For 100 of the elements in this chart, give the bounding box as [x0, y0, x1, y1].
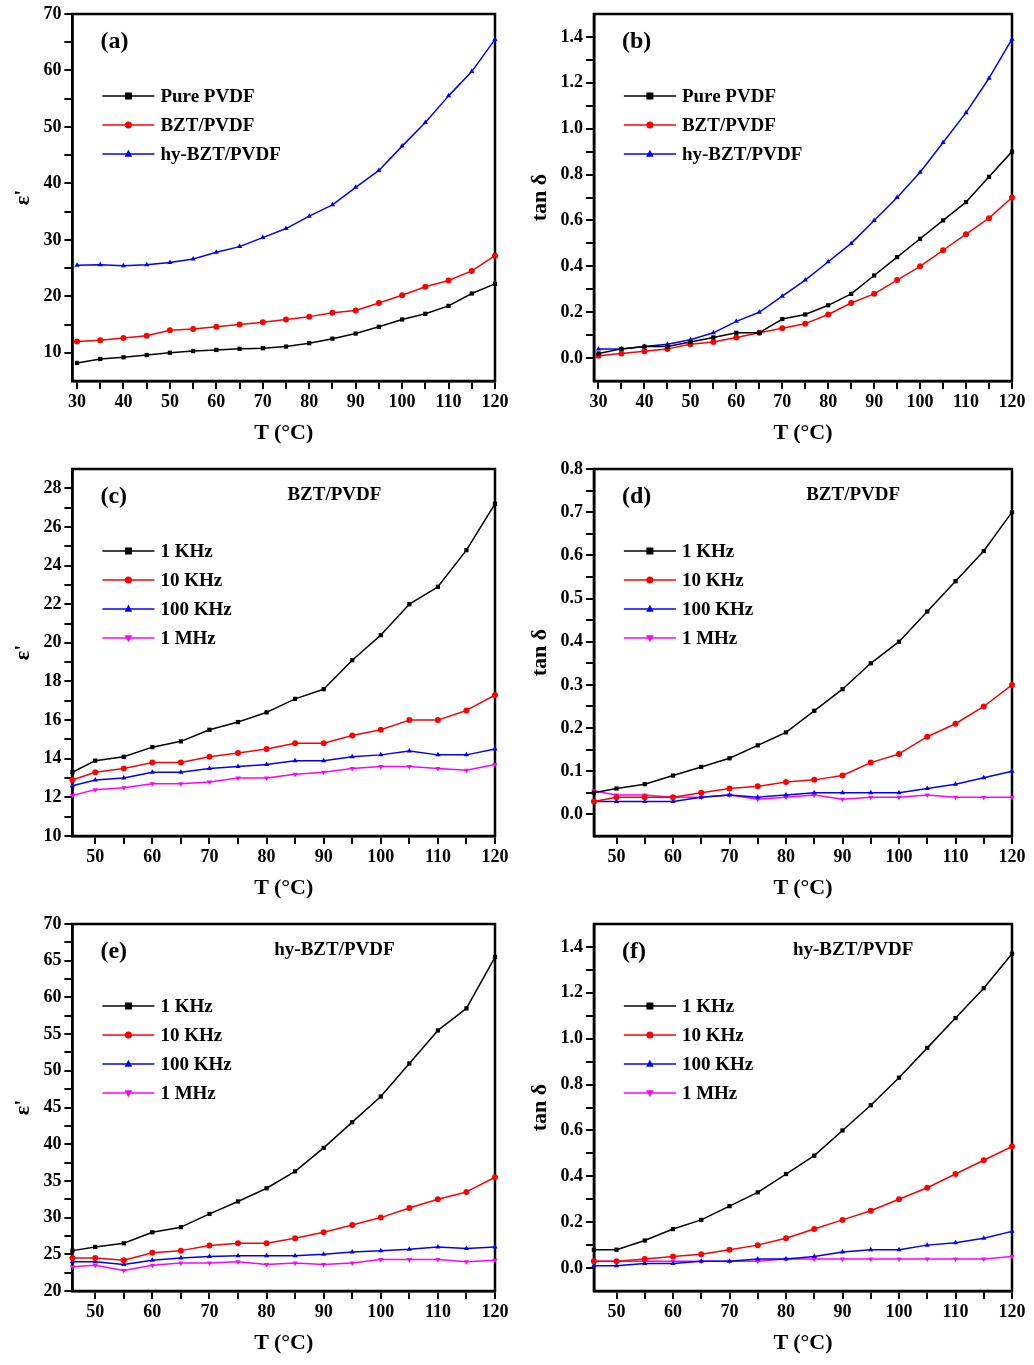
- y-tick-label: 35: [43, 1169, 62, 1190]
- x-tick-label: 90: [865, 391, 884, 412]
- x-axis-title: T (°C): [254, 1329, 314, 1355]
- legend-label: 1 MHz: [160, 1081, 217, 1103]
- y-tick-label: 18: [43, 670, 62, 691]
- x-tick-label: 50: [86, 1301, 105, 1322]
- y-tick-label: 65: [43, 949, 62, 970]
- y-tick-label: 30: [43, 228, 62, 249]
- y-tick-label: 1.4: [560, 25, 583, 46]
- annotation: BZT/PVDF: [806, 482, 901, 504]
- x-tick-label: 110: [942, 846, 969, 867]
- x-tick-label: 90: [346, 391, 365, 412]
- y-tick-label: 70: [43, 2, 62, 23]
- x-tick-label: 40: [114, 391, 133, 412]
- x-tick-label: 110: [942, 1301, 969, 1322]
- x-tick-label: 70: [253, 391, 272, 412]
- y-tick-label: 20: [43, 1279, 62, 1300]
- x-tick-label: 50: [607, 846, 626, 867]
- x-tick-label: 80: [777, 1301, 795, 1322]
- y-tick-label: 60: [43, 986, 62, 1007]
- x-tick-label: 110: [953, 391, 980, 412]
- y-tick-label: 0.5: [560, 587, 583, 608]
- y-tick-label: 0.3: [560, 673, 583, 694]
- x-tick-label: 90: [314, 846, 333, 867]
- x-tick-label: 30: [589, 391, 608, 412]
- x-tick-label: 30: [68, 391, 87, 412]
- x-tick-label: 100: [906, 391, 934, 412]
- y-tick-label: 0.2: [560, 716, 583, 737]
- x-tick-label: 100: [367, 846, 395, 867]
- legend-label: 10 KHz: [681, 568, 745, 590]
- x-tick-label: 90: [314, 1301, 333, 1322]
- y-tick-label: 30: [43, 1206, 62, 1227]
- y-axis-title: ε': [8, 1099, 34, 1116]
- x-tick-label: 50: [607, 1301, 626, 1322]
- x-tick-label: 60: [664, 846, 682, 867]
- y-tick-label: 40: [43, 1132, 62, 1153]
- x-tick-label: 80: [819, 391, 838, 412]
- y-tick-label: 0.0: [560, 1256, 583, 1277]
- annotation: (b): [621, 27, 652, 54]
- legend-label: hy-BZT/PVDF: [160, 142, 281, 164]
- y-axis-title: tan δ: [525, 173, 551, 222]
- legend-label: 10 KHz: [681, 1023, 745, 1045]
- y-tick-label: 1.2: [560, 71, 583, 92]
- y-tick-label: 50: [43, 115, 62, 136]
- legend-label: 1 KHz: [681, 539, 735, 561]
- y-axis-title: ε': [8, 644, 34, 661]
- x-tick-label: 60: [664, 1301, 682, 1322]
- annotation: hy-BZT/PVDF: [792, 937, 914, 959]
- legend-label: 10 KHz: [160, 1023, 223, 1045]
- y-tick-label: 70: [43, 912, 62, 933]
- y-tick-label: 20: [43, 284, 62, 305]
- x-tick-label: 120: [481, 391, 509, 412]
- x-tick-label: 70: [720, 1301, 739, 1322]
- legend-label: hy-BZT/PVDF: [681, 142, 803, 164]
- x-axis-title: T (°C): [773, 874, 833, 900]
- legend-label: 10 KHz: [160, 568, 223, 590]
- x-tick-label: 120: [998, 846, 1026, 867]
- x-tick-label: 80: [257, 1301, 276, 1322]
- x-tick-label: 80: [257, 846, 276, 867]
- annotation: (e): [100, 937, 128, 964]
- annotation: hy-BZT/PVDF: [274, 937, 395, 959]
- annotation: (a): [100, 27, 129, 54]
- legend-label: 1 MHz: [681, 1081, 738, 1103]
- x-tick-label: 90: [833, 846, 852, 867]
- y-tick-label: 45: [43, 1096, 62, 1117]
- x-tick-label: 90: [833, 1301, 852, 1322]
- x-tick-label: 50: [86, 846, 105, 867]
- x-axis-title: T (°C): [773, 1329, 833, 1355]
- y-tick-label: 28: [43, 476, 62, 497]
- y-tick-label: 0.6: [560, 1119, 583, 1140]
- y-tick-label: 0.7: [560, 500, 583, 521]
- x-tick-label: 70: [720, 846, 739, 867]
- y-tick-label: 0.1: [560, 759, 583, 780]
- x-tick-label: 110: [424, 1301, 451, 1322]
- x-tick-label: 120: [481, 846, 509, 867]
- x-axis-title: T (°C): [773, 419, 833, 445]
- x-tick-label: 100: [885, 1301, 913, 1322]
- y-tick-label: 0.8: [560, 163, 583, 184]
- y-tick-label: 26: [43, 515, 62, 536]
- y-tick-label: 0.4: [560, 630, 583, 651]
- y-axis-title: tan δ: [525, 1083, 551, 1132]
- x-tick-label: 40: [635, 391, 654, 412]
- y-tick-label: 0.8: [560, 1073, 583, 1094]
- y-tick-label: 0.6: [560, 209, 583, 230]
- x-tick-label: 60: [143, 846, 162, 867]
- legend-label: 100 KHz: [681, 597, 754, 619]
- y-tick-label: 0.2: [560, 300, 583, 321]
- x-tick-label: 110: [424, 846, 451, 867]
- y-tick-label: 60: [43, 59, 62, 80]
- y-tick-label: 0.2: [560, 1210, 583, 1231]
- y-tick-label: 22: [43, 592, 62, 613]
- x-tick-label: 100: [388, 391, 416, 412]
- y-tick-label: 1.0: [560, 117, 583, 138]
- y-axis-title: tan δ: [525, 628, 551, 677]
- legend-label: 1 KHz: [160, 994, 214, 1016]
- legend-label: 1 KHz: [681, 994, 735, 1016]
- y-tick-label: 12: [43, 786, 62, 807]
- y-tick-label: 0.4: [560, 254, 583, 275]
- y-tick-label: 40: [43, 172, 62, 193]
- x-tick-label: 100: [367, 1301, 395, 1322]
